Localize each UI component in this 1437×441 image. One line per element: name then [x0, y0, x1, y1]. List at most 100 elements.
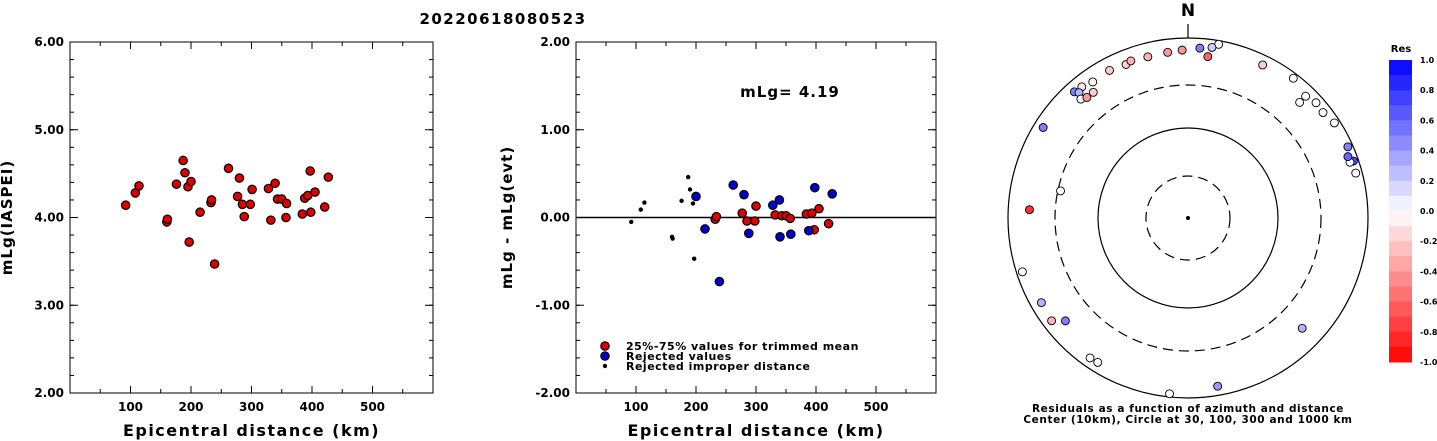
data-point — [743, 228, 754, 239]
station-point — [1343, 142, 1353, 152]
y-tick-label: -2.00 — [535, 386, 570, 400]
colorbar-bin — [1389, 75, 1412, 91]
station-point — [1060, 316, 1070, 326]
station-point — [1213, 381, 1223, 391]
mlg-iaspei-panel: 100 200 300 400 500 2.00 3.00 4.00 5.00 6.00 Epice… — [0, 35, 434, 440]
station-point — [1036, 298, 1046, 308]
data-point — [180, 167, 190, 178]
colorbar-bin — [1389, 90, 1412, 106]
data-point — [806, 208, 817, 218]
x-tick-label: 100 — [118, 400, 143, 414]
legend-marker — [602, 363, 608, 369]
colorbar-bin — [1389, 105, 1412, 121]
x-tick-label: 200 — [683, 400, 708, 414]
data-point — [184, 237, 194, 247]
x-axis-label: Epicentral distance (km) — [627, 421, 884, 440]
data-point — [679, 198, 684, 204]
colorbar-tick-label: 1.0 — [1420, 56, 1435, 65]
mlg-value-annotation: mLg= 4.19 — [740, 83, 840, 101]
data-point — [232, 191, 243, 202]
legend-label: Rejected improper distance — [626, 360, 810, 373]
colorbar-tick-label: 0.2 — [1420, 177, 1434, 186]
y-axis-label: mLg(IASPEI) — [0, 160, 16, 275]
data-point — [749, 216, 760, 226]
data-point — [206, 195, 217, 205]
y-tick-label: -1.00 — [535, 298, 570, 312]
station-point — [1203, 52, 1213, 62]
colorbar-bin — [1389, 331, 1412, 348]
data-point — [239, 211, 250, 222]
colorbar-bin — [1389, 316, 1412, 333]
y-tick-label: 0.00 — [540, 211, 570, 225]
colorbar-tick-label: 0.4 — [1420, 147, 1435, 156]
data-point — [714, 276, 725, 287]
figure-title: 20220618080523 — [419, 10, 586, 28]
data-point — [281, 198, 292, 209]
y-tick-label: 2.00 — [34, 386, 64, 400]
data-point — [270, 178, 280, 189]
colorbar-tick-label: -0.2 — [1420, 237, 1437, 246]
station-point — [1295, 97, 1305, 107]
colorbar-bin — [1389, 226, 1412, 242]
residual-colorbar: Res 1.0 0.8 0.6 0.4 0.2 0.0 -0.2 -0.4 -0.6 -0.8 -1.… — [1389, 44, 1437, 367]
colorbar-bin — [1389, 60, 1412, 76]
x-axis-label: Epicentral distance (km) — [123, 421, 380, 440]
station-point — [1017, 267, 1027, 277]
data-point — [178, 155, 188, 166]
y-tick-label: 2.00 — [540, 35, 570, 49]
x-tick-label: 500 — [863, 400, 888, 414]
data-point — [687, 187, 693, 192]
colorbar-bin — [1389, 271, 1412, 287]
station-point — [1105, 65, 1114, 75]
data-point — [245, 199, 256, 210]
data-point — [823, 218, 834, 229]
colorbar-bin — [1389, 180, 1412, 197]
polar-caption: Residuals as a function of azimuth and d… — [1032, 403, 1344, 415]
colorbar-tick-label: 0.6 — [1420, 116, 1435, 125]
legend-label: Rejected values — [626, 350, 732, 363]
station-point — [1056, 186, 1065, 196]
data-point — [739, 189, 749, 200]
azimuth-residual-panel: N Residuals as a function of azimuth and … — [1007, 1, 1369, 426]
colorbar-bin — [1389, 165, 1412, 182]
data-point — [162, 214, 173, 225]
station-point — [1318, 108, 1328, 117]
colorbar-tick-label: -0.4 — [1420, 267, 1437, 276]
data-point — [785, 213, 795, 224]
colorbar-bin — [1389, 150, 1412, 167]
y-tick-label: 6.00 — [34, 35, 64, 49]
station-point — [1311, 98, 1321, 108]
station-point — [1163, 47, 1173, 57]
colorbar-bin — [1389, 256, 1412, 272]
colorbar-bin — [1389, 346, 1412, 363]
north-label: N — [1181, 1, 1195, 21]
data-point — [785, 229, 796, 239]
station-point — [1088, 87, 1098, 97]
y-tick-label: 4.00 — [34, 211, 64, 225]
data-point — [120, 200, 131, 211]
data-point — [209, 259, 220, 269]
x-tick-label: 300 — [743, 400, 768, 414]
data-point — [774, 195, 785, 205]
colorbar-bin — [1389, 120, 1412, 136]
y-tick-label: 5.00 — [34, 123, 64, 137]
distance-ring — [1097, 127, 1279, 309]
station-point — [1126, 56, 1136, 66]
mlg-residual-panel: 100 200 300 400 500 -2.00 -1.00 0.00 1.00 2.00 Epi… — [498, 35, 937, 440]
plot-frame — [69, 41, 434, 394]
data-point — [171, 179, 182, 189]
station-point — [1207, 42, 1217, 52]
station-point — [1093, 357, 1103, 367]
data-point — [234, 173, 245, 183]
data-point — [670, 236, 675, 241]
data-point — [803, 225, 814, 236]
colorbar-tick-label: -0.6 — [1420, 298, 1437, 307]
distance-ring — [1145, 175, 1231, 261]
station-point — [1165, 389, 1174, 399]
data-point — [728, 180, 738, 190]
x-tick-label: 100 — [623, 400, 648, 414]
data-point — [692, 256, 697, 261]
colorbar-title: Res — [1391, 44, 1411, 55]
distance-ring — [1054, 84, 1322, 352]
data-point — [319, 202, 330, 212]
